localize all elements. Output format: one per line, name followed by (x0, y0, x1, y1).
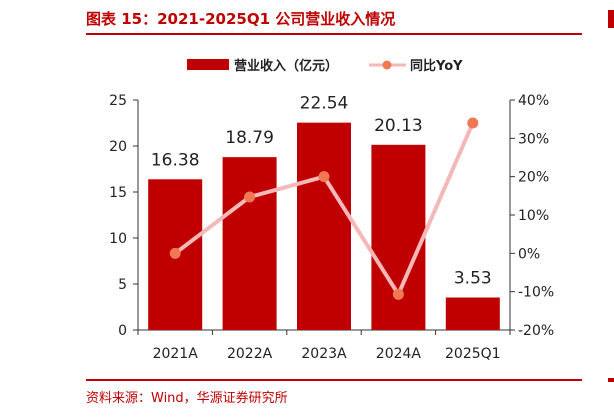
edge-mark-bottom (608, 378, 614, 382)
revenue-bar (222, 157, 277, 330)
bar-data-label: 16.38 (151, 150, 200, 170)
legend: 营业收入（亿元） 同比YoY (187, 58, 463, 74)
bar-data-label: 3.53 (454, 269, 492, 289)
source-note: 资料来源：Wind，华源证券研究所 (86, 391, 288, 406)
yoy-line (169, 117, 479, 300)
data-labels: 16.38 18.79 22.54 20.13 3.53 (151, 94, 492, 289)
y-right-tick-label: 20% (518, 170, 549, 186)
x-tick-label: 2023A (301, 346, 347, 362)
chart-title: 图表 15：2021-2025Q1 公司营业收入情况 (86, 10, 396, 28)
y-right-tick-label: -10% (518, 285, 554, 301)
y-right-tick-label: 40% (518, 93, 549, 109)
y-left-tick-label: 0 (118, 323, 127, 339)
edge-mark-top (608, 10, 614, 28)
title-divider (86, 33, 582, 35)
footer-divider (86, 379, 582, 381)
yoy-point (318, 171, 330, 183)
y-right-tick-label: 0% (518, 246, 540, 262)
legend-label-revenue: 营业收入（亿元） (234, 58, 338, 74)
yoy-point (392, 288, 404, 300)
yoy-point (169, 247, 181, 259)
revenue-bar (371, 144, 426, 330)
legend-swatch-marker (382, 60, 392, 70)
y-left-tick-label: 25 (109, 93, 127, 109)
bar-data-label: 22.54 (300, 94, 349, 114)
revenue-bar (445, 297, 500, 330)
revenue-bar (297, 122, 351, 330)
x-tick-label: 2021A (153, 346, 199, 362)
x-tick-label: 2024A (376, 346, 422, 362)
bar-data-label: 20.13 (374, 116, 423, 136)
legend-swatch-bar (187, 59, 229, 70)
y-left-tick-label: 10 (109, 231, 127, 247)
legend-label-yoy: 同比YoY (410, 58, 463, 74)
y-right-tick-label: 30% (518, 131, 549, 147)
bars (148, 122, 500, 330)
x-tick-label: 2025Q1 (445, 346, 501, 362)
y-left-tick-label: 20 (109, 139, 127, 155)
bar-data-label: 18.79 (225, 128, 274, 148)
yoy-point (467, 117, 479, 129)
y-left-tick-label: 5 (118, 277, 127, 293)
y-right-tick-label: 10% (518, 208, 549, 224)
y-right-tick-label: -20% (518, 323, 554, 339)
x-tick-label: 2022A (227, 346, 273, 362)
y-left-tick-label: 15 (109, 185, 127, 201)
yoy-point (244, 191, 256, 203)
